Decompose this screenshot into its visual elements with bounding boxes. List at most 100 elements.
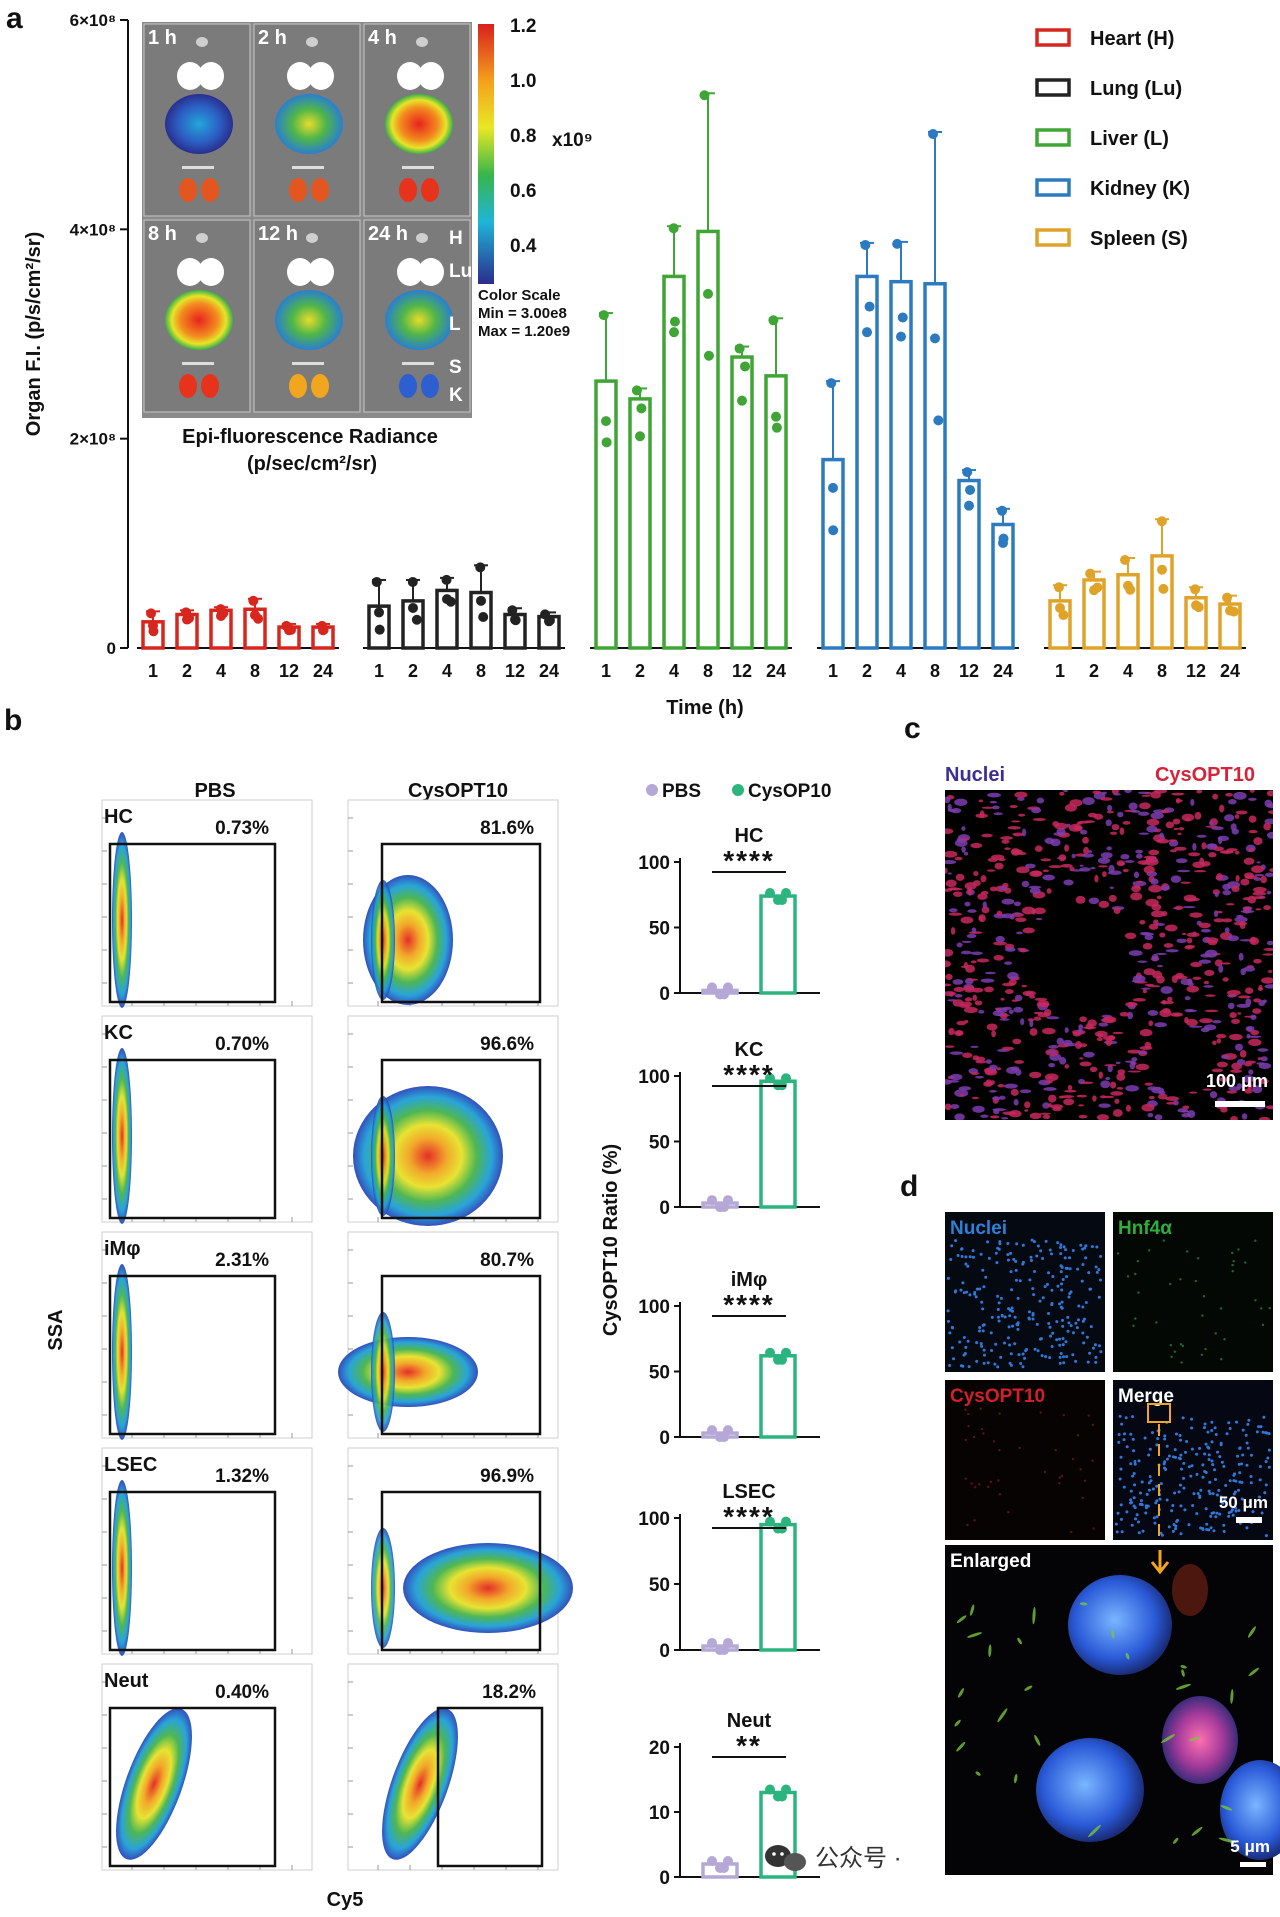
flow-cytometry-plots: 0.73% HC 81.6% 0.70% KC 96.6% 2.31% iMφ 80.7% 1.3…	[101, 799, 573, 1871]
panel-a-data-point	[184, 613, 195, 624]
panel-a-x-tick-label: 1	[1055, 661, 1065, 681]
panel-a-x-tick-label: 1	[374, 661, 384, 681]
color-scale-unit: x10⁹	[552, 130, 593, 151]
panel-a-data-point	[669, 316, 680, 327]
panel-a-x-tick-label: 12	[1186, 661, 1206, 681]
organ-labels: H Lu L SK	[449, 228, 472, 406]
ratio-data-point	[707, 1638, 717, 1649]
panel-a-data-point	[1190, 584, 1201, 595]
ratio-y-tick-label: 20	[649, 1738, 670, 1759]
panel-a-data-point	[669, 327, 679, 338]
flow-gate-percentage: 80.7%	[480, 1250, 534, 1271]
flow-plot: 0.70% KC	[101, 1015, 313, 1224]
flow-gate-percentage: 0.40%	[215, 1682, 269, 1703]
imaging-caption-line1: Epi-fluorescence Radiance	[182, 426, 438, 448]
organ-image-time-label: 1 h	[148, 27, 177, 49]
panel-d-opt-label: CysOPT10	[950, 1386, 1045, 1407]
ratio-plot: 0 50 100 ****HC	[638, 825, 820, 1005]
panel-a-data-point	[897, 312, 908, 323]
ratio-data-point	[777, 895, 787, 906]
panel-a-data-point	[1228, 606, 1239, 617]
ratio-y-tick-label: 100	[638, 853, 670, 874]
panel-a-legend-label: Kidney (K)	[1090, 178, 1190, 200]
imaging-caption-line2: (p/sec/cm²/sr)	[247, 453, 377, 475]
color-scale-tick-label: 1.0	[510, 71, 536, 92]
ratio-y-tick-label: 50	[649, 1363, 670, 1384]
flow-gate-percentage: 81.6%	[480, 818, 534, 839]
chat-icon	[765, 1845, 806, 1871]
organ-label: S	[449, 357, 462, 378]
ratio-data-point	[765, 1784, 775, 1795]
flow-plot: 96.6%	[347, 1015, 559, 1226]
panel-c-scale-bar	[1215, 1101, 1265, 1107]
panel-a-x-ticks: 1 2 4 8 12 24 1 2 4 8 12 24 1 2 4 8 12 24 1 2 4 8 12 24 1 2 4 8 12 24	[148, 661, 1240, 681]
flow-plot: 0.40% Neut	[101, 1663, 313, 1871]
panel-a-x-tick-label: 24	[313, 661, 333, 681]
panel-a-data-point	[148, 626, 159, 637]
panel-a-data-point	[737, 395, 747, 406]
panel-a-data-point	[218, 608, 229, 619]
panel-a-x-tick-label: 24	[539, 661, 559, 681]
ratio-y-tick-label: 0	[659, 1641, 670, 1662]
panel-a-data-point	[1157, 564, 1167, 575]
panel-a-x-tick-label: 12	[959, 661, 979, 681]
flow-population-label: Neut	[104, 1670, 149, 1692]
panel-a-data-point	[740, 361, 751, 372]
panel-a-x-tick-label: 8	[703, 661, 713, 681]
panel-a-bars	[137, 90, 1246, 650]
panel-d-enlarged-label: Enlarged	[950, 1551, 1031, 1572]
panel-label-b: b	[4, 704, 22, 737]
panel-d-micrographs: Nuclei Hnf4α CysOPT10 Merge 50 μm Enlarg…	[945, 1212, 1280, 1875]
organ-label: H	[449, 228, 463, 249]
ratio-group-title: KC	[735, 1039, 764, 1061]
ratio-legend-swatch	[732, 784, 744, 796]
organ-image-tile: 4 h	[363, 23, 471, 217]
panel-a-data-point	[930, 333, 940, 344]
panel-a-data-point	[1120, 554, 1131, 565]
panel-a-data-point	[768, 315, 779, 326]
ratio-data-point	[719, 1645, 729, 1656]
panel-a-data-point	[601, 437, 612, 448]
ratio-group-title: HC	[735, 825, 764, 847]
panel-d-arrow-icon	[1150, 1550, 1170, 1575]
panel-a-data-point	[1125, 584, 1136, 595]
panel-a-data-point	[407, 576, 418, 587]
panel-a-data-point	[699, 90, 710, 101]
panel-a-x-tick-label: 8	[476, 661, 486, 681]
panel-c-opt-label: CysOPT10	[1155, 764, 1255, 786]
panel-c-tissue-signal	[945, 790, 1273, 1120]
color-scale-tick-label: 0.6	[510, 181, 536, 202]
panel-a-data-point	[441, 574, 452, 585]
panel-a-x-tick-label: 8	[1157, 661, 1167, 681]
color-scale-ticks: 1.2 1.0 0.8 0.6 0.4	[510, 16, 537, 257]
panel-a-x-tick-label: 4	[1123, 661, 1133, 681]
panel-d-merge-label: Merge	[1118, 1386, 1174, 1407]
panel-a-data-point	[928, 128, 939, 139]
panel-a-data-point	[828, 482, 838, 493]
panel-label-d: d	[900, 1170, 918, 1203]
ratio-significance-stars: ****	[723, 1501, 775, 1532]
ratio-significance-stars: ****	[723, 1059, 775, 1090]
panel-a-data-point	[828, 525, 839, 536]
panel-a-data-point	[1158, 583, 1169, 594]
panel-a-y-axis-label: Organ F.I. (p/s/cm²/sr)	[23, 232, 45, 436]
panel-a-legend-swatch	[1035, 228, 1071, 247]
ratio-data-point	[719, 1432, 729, 1443]
panel-a-legend-swatch	[1035, 128, 1071, 147]
panel-d-nuclei-tile	[945, 1212, 1105, 1372]
panel-a-x-tick-label: 2	[1089, 661, 1099, 681]
panel-d-enlarged-scale-text: 5 μm	[1230, 1837, 1270, 1856]
panel-a-data-point	[1193, 602, 1204, 613]
panel-a-data-point	[510, 615, 521, 626]
panel-a-data-point	[445, 596, 456, 607]
panel-a-data-point	[544, 615, 555, 626]
panel-a-y-tick-label: 4×10⁸	[70, 220, 116, 239]
panel-a-x-tick-label: 4	[216, 661, 226, 681]
panel-a-data-point	[826, 378, 837, 389]
flow-plot: 80.7%	[338, 1231, 559, 1439]
panel-a-data-point	[411, 614, 422, 625]
panel-a-data-point	[771, 422, 782, 433]
flow-population-label: LSEC	[104, 1454, 157, 1476]
watermark-text: 公众号 ·	[815, 1845, 902, 1872]
